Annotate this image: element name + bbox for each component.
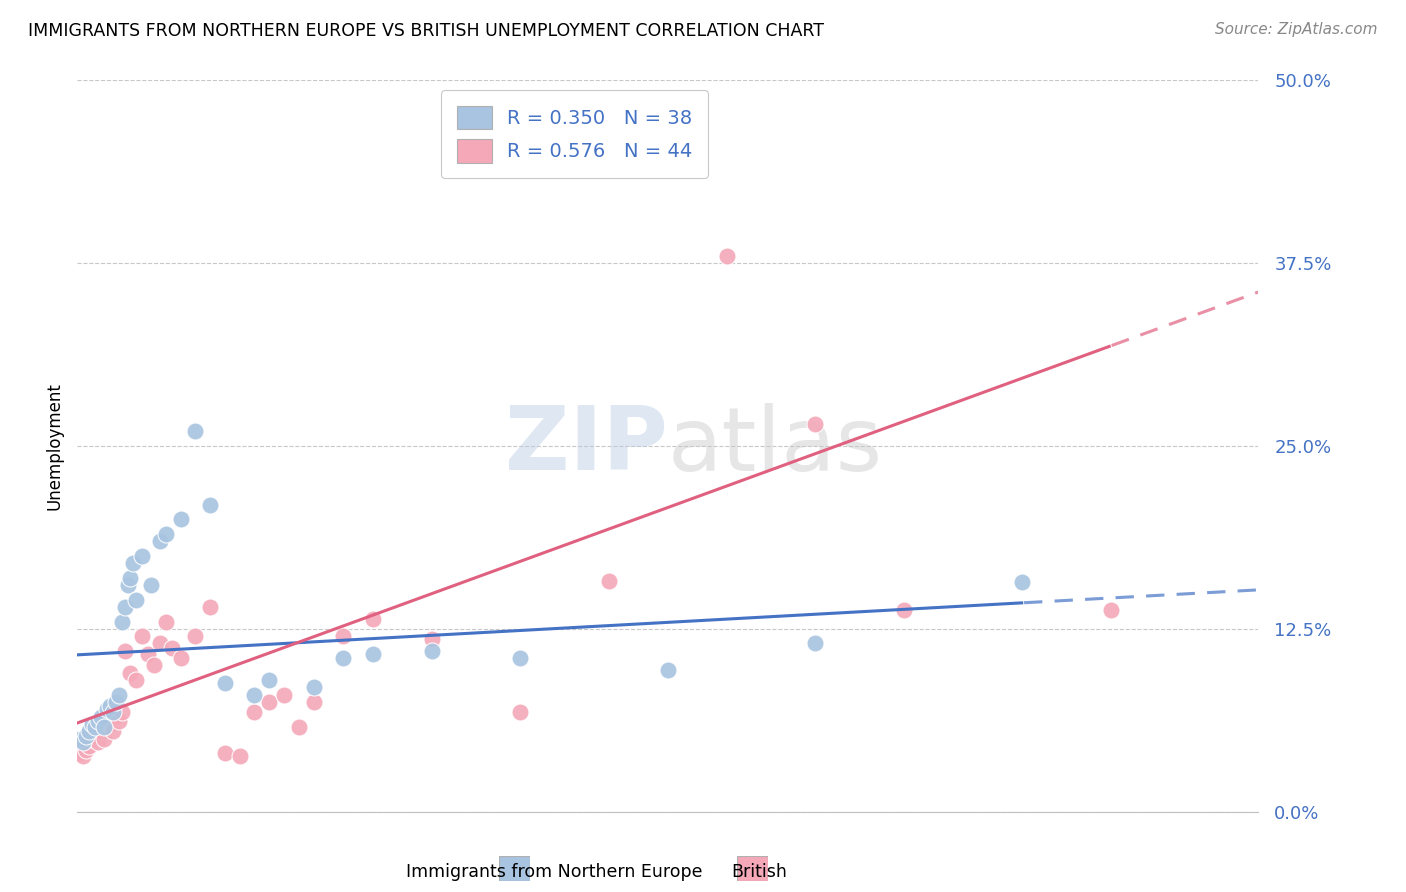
Point	[107, 688, 129, 702]
Point	[302, 681, 325, 695]
Point	[259, 673, 281, 687]
Point	[160, 640, 183, 655]
Point	[184, 629, 207, 643]
Point	[69, 746, 91, 760]
Text: Immigrants from Northern Europe: Immigrants from Northern Europe	[406, 863, 703, 881]
Point	[136, 647, 159, 661]
Point	[686, 161, 709, 175]
Point	[69, 731, 91, 746]
Point	[149, 534, 172, 549]
Point	[120, 571, 142, 585]
Point	[1099, 603, 1122, 617]
Y-axis label: Unemployment: Unemployment	[45, 382, 63, 510]
Point	[131, 629, 153, 643]
Point	[259, 695, 281, 709]
Point	[93, 731, 115, 746]
Point	[200, 498, 222, 512]
Point	[107, 714, 129, 728]
Point	[75, 729, 97, 743]
Text: British: British	[731, 863, 787, 881]
Point	[214, 746, 236, 760]
Point	[131, 549, 153, 563]
Point	[332, 651, 354, 665]
Point	[170, 651, 193, 665]
Point	[243, 705, 266, 719]
Point	[93, 720, 115, 734]
Point	[804, 417, 827, 431]
Point	[104, 695, 127, 709]
Point	[155, 526, 177, 541]
Point	[155, 615, 177, 629]
Point	[893, 603, 915, 617]
Point	[1011, 575, 1033, 590]
Point	[143, 658, 166, 673]
Point	[184, 425, 207, 439]
Point	[90, 724, 112, 739]
Text: IMMIGRANTS FROM NORTHERN EUROPE VS BRITISH UNEMPLOYMENT CORRELATION CHART: IMMIGRANTS FROM NORTHERN EUROPE VS BRITI…	[28, 22, 824, 40]
Point	[170, 512, 193, 526]
Point	[87, 734, 110, 748]
Point	[273, 688, 295, 702]
Point	[804, 636, 827, 650]
Point	[214, 676, 236, 690]
Point	[114, 599, 136, 614]
Point	[77, 724, 100, 739]
Point	[82, 717, 104, 731]
Point	[302, 695, 325, 709]
Text: Source: ZipAtlas.com: Source: ZipAtlas.com	[1215, 22, 1378, 37]
Point	[72, 734, 94, 748]
Point	[104, 709, 127, 723]
Point	[125, 592, 148, 607]
Point	[149, 636, 172, 650]
Point	[509, 705, 531, 719]
Point	[657, 663, 679, 677]
Point	[122, 556, 145, 570]
Point	[96, 702, 118, 716]
Point	[84, 729, 107, 743]
Point	[361, 612, 384, 626]
Point	[598, 574, 620, 588]
Point	[243, 688, 266, 702]
Point	[332, 629, 354, 643]
Point	[117, 578, 139, 592]
Text: ZIP: ZIP	[505, 402, 668, 490]
Point	[90, 709, 112, 723]
Point	[200, 599, 222, 614]
Point	[98, 717, 121, 731]
Point	[509, 651, 531, 665]
Legend: R = 0.350   N = 38, R = 0.576   N = 44: R = 0.350 N = 38, R = 0.576 N = 44	[441, 90, 709, 178]
Point	[420, 644, 443, 658]
Point	[288, 720, 311, 734]
Point	[111, 615, 132, 629]
Point	[657, 132, 679, 146]
Point	[101, 705, 124, 719]
Point	[114, 644, 136, 658]
Point	[120, 665, 142, 680]
Point	[84, 720, 107, 734]
Point	[75, 743, 97, 757]
Point	[72, 749, 94, 764]
Point	[111, 705, 132, 719]
Point	[228, 749, 252, 764]
Point	[141, 578, 163, 592]
Point	[98, 699, 121, 714]
Point	[77, 739, 100, 753]
Point	[716, 249, 738, 263]
Point	[87, 714, 110, 728]
Point	[420, 632, 443, 646]
Point	[125, 673, 148, 687]
Point	[361, 647, 384, 661]
Point	[82, 731, 104, 746]
Point	[96, 720, 118, 734]
Point	[101, 724, 124, 739]
Text: atlas: atlas	[668, 402, 883, 490]
